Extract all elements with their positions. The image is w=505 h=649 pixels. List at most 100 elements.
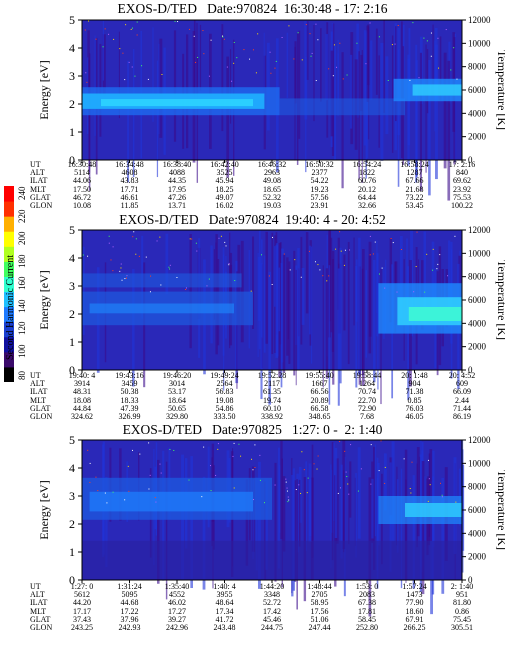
heatmap-speck xyxy=(286,487,288,489)
heatmap-speck xyxy=(119,270,121,272)
heatmap-speck xyxy=(161,73,163,75)
y-tick-label: 5 xyxy=(69,223,75,237)
heatmap-speck xyxy=(378,273,380,275)
heatmap-streak xyxy=(268,271,271,405)
ephemeris-value: 19.08 xyxy=(215,395,234,405)
heatmap-streak xyxy=(280,440,283,540)
heatmap-speck xyxy=(217,443,219,445)
ephemeris-value: 19:49:24 xyxy=(210,371,239,380)
heatmap-speck xyxy=(233,41,235,43)
heatmap-streak xyxy=(282,254,286,373)
heatmap-speck xyxy=(126,275,128,277)
heatmap-speck xyxy=(287,496,289,498)
ephemeris-value: 2377 xyxy=(311,168,328,178)
y-tick-label: 4 xyxy=(69,41,75,55)
heatmap-streak xyxy=(349,461,352,518)
ephemeris-value: 17.27 xyxy=(168,606,186,616)
heatmap-streak xyxy=(357,447,361,539)
ephemeris-value: 39.27 xyxy=(168,614,186,624)
ephemeris-label: MLT xyxy=(30,606,47,616)
y-tick-label: 2 xyxy=(69,517,75,531)
heatmap-speck xyxy=(215,474,217,476)
heatmap-speck xyxy=(148,488,150,490)
y2-tick-label: 12000 xyxy=(468,225,491,235)
heatmap-streak xyxy=(301,267,305,325)
colorbar-gradient xyxy=(4,186,14,383)
panel-2-plot: 0 1 2 3 4 5 0 2000 4000 6000 8000 10000 12000 Energy … xyxy=(37,223,505,406)
heatmap-speck xyxy=(156,240,158,242)
ephemeris-label: MLT xyxy=(30,184,47,194)
heatmap-streak xyxy=(105,476,108,568)
heatmap-speck xyxy=(347,483,349,485)
heatmap-streak xyxy=(229,49,232,124)
heatmap-speck xyxy=(185,289,187,291)
heatmap-speck xyxy=(201,496,203,498)
ephemeris-value: 73.22 xyxy=(405,192,424,202)
ephemeris-value: 4608 xyxy=(121,168,138,178)
heatmap-speck xyxy=(418,77,420,79)
heatmap-streak xyxy=(300,236,303,345)
ephemeris-value: 70.74 xyxy=(358,387,376,397)
ephemeris-value: 18.60 xyxy=(405,606,424,616)
heatmap-speck xyxy=(455,501,457,503)
heatmap-streak xyxy=(355,265,358,388)
heatmap-speck xyxy=(238,443,240,445)
heatmap-streak xyxy=(395,26,397,122)
ephemeris-value: 1822 xyxy=(359,168,375,178)
heatmap-speck xyxy=(125,277,127,279)
heatmap-speck xyxy=(432,248,434,250)
ephemeris-value: 75.53 xyxy=(453,192,471,202)
ephemeris-value: 66.58 xyxy=(310,403,329,413)
heatmap-speck xyxy=(132,449,134,451)
ephemeris-value: 2083 xyxy=(359,590,375,600)
heatmap-streak xyxy=(229,232,231,349)
heatmap-streak xyxy=(305,461,308,552)
colorbar-tick: 240 xyxy=(17,186,27,201)
heatmap-speck xyxy=(308,250,310,252)
ephemeris-value: 53.17 xyxy=(168,387,186,397)
ephemeris-value: 20.89 xyxy=(310,395,329,405)
heatmap-speck xyxy=(154,497,156,499)
ephemeris-value: 266.25 xyxy=(403,623,426,632)
heatmap-streak xyxy=(282,476,286,552)
ephemeris-label: ILAT xyxy=(30,387,48,397)
ephemeris-value: 951 xyxy=(456,590,468,600)
colorbar-swatch xyxy=(4,336,14,353)
ephemeris-value: 19:58:44 xyxy=(352,371,382,380)
ephemeris-label: GLAT xyxy=(30,403,51,413)
heatmap-speck xyxy=(145,256,147,258)
heatmap-speck xyxy=(313,463,315,465)
ephemeris-value: 19.03 xyxy=(263,201,281,210)
ephemeris-value: 18.08 xyxy=(73,395,91,405)
heatmap-streak xyxy=(376,240,378,314)
heatmap-speck xyxy=(260,254,262,256)
heatmap-speck xyxy=(396,291,398,293)
panel-3-ephemeris: UT ALT ILAT MLT GLAT GLON 1:27: 0 5612 44.20 17.… xyxy=(30,582,500,635)
heatmap-streak xyxy=(342,470,345,553)
heatmap-speck xyxy=(228,262,230,264)
heatmap-speck xyxy=(410,492,412,494)
heatmap-streak xyxy=(288,261,291,364)
heatmap-streak xyxy=(421,461,425,595)
y2-tick-label: 4000 xyxy=(468,318,487,328)
ephemeris-value: 17.50 xyxy=(73,184,91,194)
ephemeris-value: 18.25 xyxy=(215,184,234,194)
y2-tick-label: 10000 xyxy=(468,38,491,48)
heatmap-band xyxy=(405,503,462,517)
heatmap-speck xyxy=(409,488,411,490)
heatmap-streak xyxy=(212,477,214,589)
ephemeris-value: 840 xyxy=(456,168,468,178)
y2-tick-label: 12000 xyxy=(468,435,491,445)
ephemeris-label: MLT xyxy=(30,395,47,405)
heatmap-speck xyxy=(131,27,133,29)
heatmap-speck xyxy=(390,238,392,240)
y-tick-label: 3 xyxy=(69,489,75,503)
heatmap-speck xyxy=(403,458,405,460)
y-tick-label: 5 xyxy=(69,13,75,27)
heatmap-streak xyxy=(330,50,334,137)
heatmap-streak xyxy=(331,442,334,561)
heatmap-streak xyxy=(425,44,427,173)
heatmap-speck xyxy=(432,269,434,271)
ephemeris-value: 67.66 xyxy=(405,176,424,186)
ephemeris-value: 0.85 xyxy=(407,395,422,405)
